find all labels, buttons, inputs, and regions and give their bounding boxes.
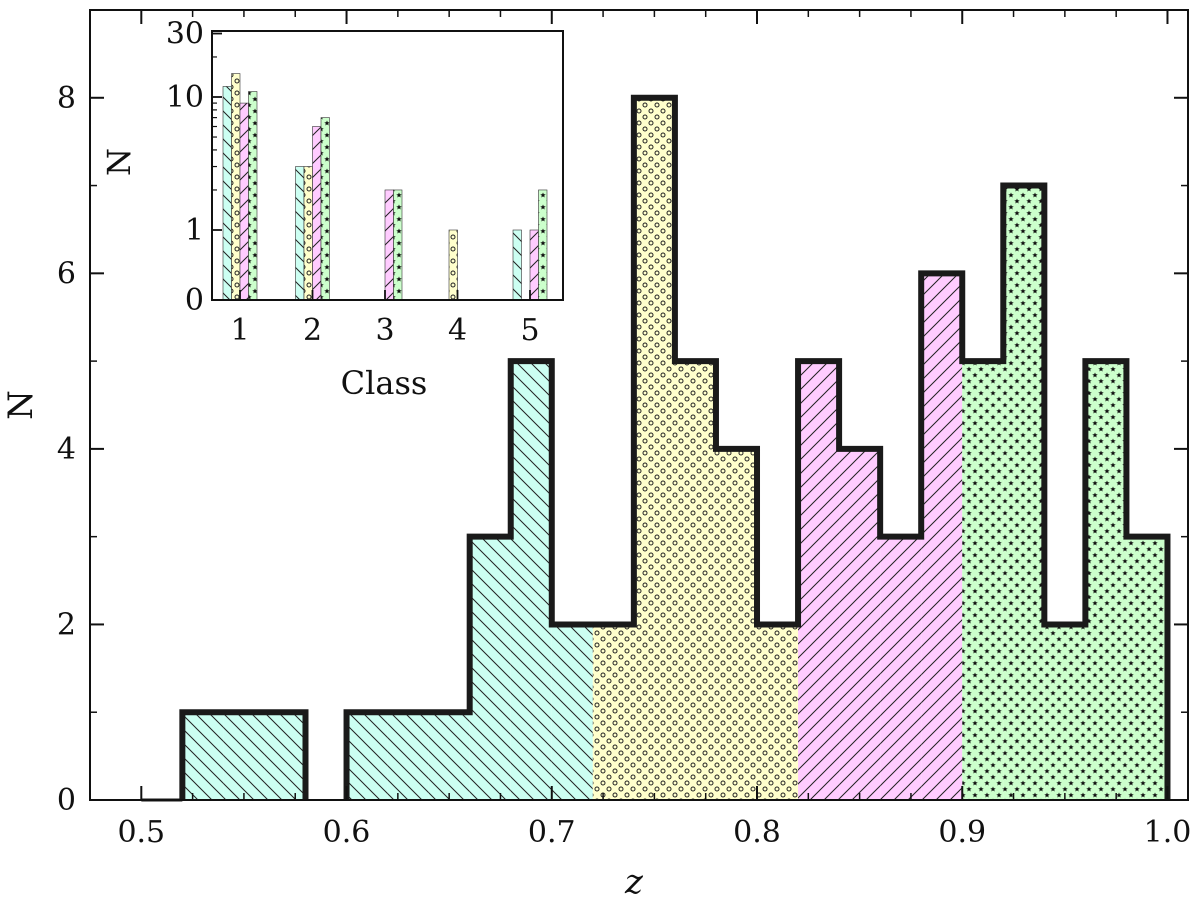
inset-bar [231,73,241,301]
inset-bar [448,229,458,301]
histogram-bar [1085,361,1127,800]
y-tick-label: 4 [57,432,76,467]
inset-y-axis-label: N [100,148,138,176]
x-tick-label: 0.5 [117,815,165,850]
histogram-bar [510,361,552,800]
inset-bar [320,117,330,301]
histogram-bar [387,712,429,800]
histogram-bar [921,273,963,800]
x-tick-label: 0.8 [733,815,781,850]
main-plot: 0.5 0.6 0.7 0.8 0.9 1.0 0 2 4 6 8 z N [1,9,1192,902]
inset-x-axis-label: Class [341,364,428,402]
inset-bar [312,126,322,301]
histogram-bar [962,361,1004,800]
histogram-bar [1044,624,1086,800]
histogram-bar [715,448,758,800]
inset-x-tick-label: 5 [520,313,539,348]
inset-bar [384,189,394,301]
x-axis-label: z [624,862,644,900]
inset-x-tick-label: 1 [230,313,249,348]
histogram-bar [264,712,306,800]
histogram-bar [346,712,388,800]
histogram-bar [633,97,675,801]
histogram-bar [223,712,265,800]
histogram-bar [428,712,470,800]
inset-y-tick-label: 1 [185,213,204,248]
inset-bar [303,166,313,301]
histogram-bar [469,536,511,800]
x-tick-label: 0.6 [323,815,371,850]
inset-x-tick-label: 2 [303,313,322,348]
histogram-bar [674,361,716,800]
inset-bar [248,91,258,301]
inset-x-tick-label: 3 [375,313,394,348]
y-axis-label: N [1,390,41,420]
y-tick-label: 6 [57,256,76,291]
histogram-bar [551,624,593,800]
histogram-bar [592,624,634,800]
plot-frame [89,9,1189,801]
histogram-bar [182,712,224,800]
histogram-bar [757,624,799,800]
inset-y-tick-label: 10 [166,80,204,115]
inset-bar [512,229,522,301]
inset-y-tick-label: 30 [166,17,204,52]
x-tick-label: 1.0 [1144,815,1192,850]
histogram-bar [798,361,840,800]
y-tick-label: 0 [57,783,76,818]
histogram-bar [880,536,922,800]
inset-bar [538,189,548,301]
inset-x-tick-label: 4 [448,313,467,348]
inset-bar [239,102,249,301]
x-tick-label: 0.9 [938,815,986,850]
histogram-bar [1126,536,1168,800]
inset-bar [529,229,539,301]
inset-bar [222,86,232,301]
inset-y-tick-label: 0 [185,283,204,318]
inset-bar [393,189,403,301]
x-tick-label: 0.7 [528,815,576,850]
histogram-outline [179,94,1171,800]
histogram-bar [1003,185,1045,801]
histogram-bar [839,448,881,800]
inset-frame [211,30,564,301]
y-tick-label: 8 [57,81,76,116]
inset-bar [295,166,305,301]
y-tick-label: 2 [57,607,76,642]
